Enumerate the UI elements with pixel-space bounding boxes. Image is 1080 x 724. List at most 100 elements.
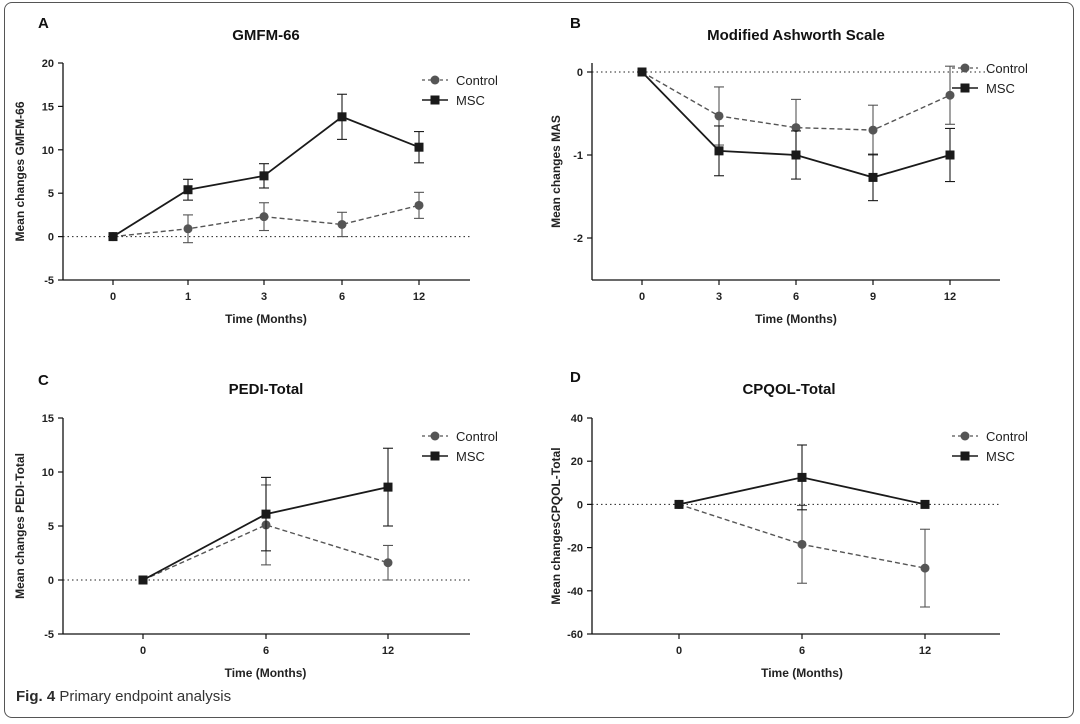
msc-data-point: [868, 172, 878, 182]
control-series-line: [112, 204, 420, 238]
panel-letter: C: [38, 372, 49, 389]
legend-label-control: Control: [986, 61, 1028, 76]
control-data-point: [714, 111, 724, 121]
y-tick-label: 0: [577, 499, 583, 511]
x-tick-label: 12: [919, 645, 931, 657]
control-data-point: [797, 539, 807, 549]
y-tick-label: -20: [567, 543, 583, 555]
msc-data-point: [259, 171, 269, 181]
legend-label-msc: MSC: [986, 449, 1015, 464]
y-tick-label: 0: [577, 67, 583, 79]
msc-data-point: [414, 142, 424, 152]
caption-text: Primary endpoint analysis: [59, 688, 232, 705]
legend-marker-msc: [960, 451, 970, 461]
x-tick-label: 0: [140, 645, 146, 657]
control-data-point: [791, 123, 801, 133]
y-tick-label: 20: [571, 456, 583, 468]
x-tick-label: 6: [263, 645, 269, 657]
figure-caption: Fig. 4 Primary endpoint analysis: [16, 688, 231, 705]
control-data-point: [868, 125, 878, 135]
msc-data-point: [337, 112, 347, 122]
y-tick-label: 0: [48, 575, 54, 587]
legend-marker-control: [430, 75, 440, 85]
control-data-point: [414, 200, 424, 210]
y-tick-label: 10: [42, 467, 54, 479]
x-tick-label: 3: [261, 291, 267, 303]
control-data-point: [183, 224, 193, 234]
chart-panel-d: D CPQOL-Total -60 -40 -20 0 20 40 0 6 12 Time (Mont…: [549, 369, 1028, 680]
msc-data-point: [383, 482, 393, 492]
x-axis-label: Time (Months): [225, 312, 307, 326]
msc-data-point: [637, 67, 647, 77]
panel-letter: A: [38, 15, 49, 32]
legend-marker-control: [960, 63, 970, 73]
x-tick-label: 3: [716, 291, 722, 303]
y-tick-label: 10: [42, 145, 54, 157]
y-axis-label: Mean changes PEDI-Total: [13, 453, 27, 599]
msc-data-point: [138, 575, 148, 585]
legend-marker-msc: [430, 451, 440, 461]
y-tick-label: 15: [42, 413, 54, 425]
y-tick-label: 5: [48, 521, 54, 533]
y-tick-label: 5: [48, 188, 54, 200]
y-axis-label: Mean changes GMFM-66: [13, 101, 27, 241]
chart-panel-b: B Modified Ashworth Scale 0 -1 -2 0 3 6 9 12 Time …: [549, 15, 1028, 326]
x-tick-label: 6: [339, 291, 345, 303]
y-tick-label: 40: [571, 413, 583, 425]
y-tick-label: 20: [42, 58, 54, 70]
panel-letter: D: [570, 369, 581, 386]
control-series-line: [142, 524, 389, 581]
y-tick-label: -40: [567, 586, 583, 598]
legend-marker-msc: [430, 95, 440, 105]
x-tick-label: 12: [413, 291, 425, 303]
msc-data-point: [261, 509, 271, 519]
figure-frame: [4, 2, 1074, 718]
legend-marker-msc: [960, 83, 970, 93]
msc-data-point: [674, 499, 684, 509]
y-tick-label: -5: [44, 629, 54, 641]
x-tick-label: 6: [799, 645, 805, 657]
x-tick-label: 6: [793, 291, 799, 303]
legend-label-msc: MSC: [456, 449, 485, 464]
control-series-line: [641, 71, 951, 131]
x-tick-label: 9: [870, 291, 876, 303]
msc-data-point: [108, 232, 118, 242]
x-tick-label: 0: [110, 291, 116, 303]
panel-letter: B: [570, 15, 581, 32]
x-axis-label: Time (Months): [225, 666, 307, 680]
legend-marker-control: [960, 431, 970, 441]
caption-label: Fig. 4: [16, 688, 56, 705]
y-tick-label: -60: [567, 629, 583, 641]
y-tick-label: 0: [48, 232, 54, 244]
x-tick-label: 12: [944, 291, 956, 303]
x-tick-label: 1: [185, 291, 191, 303]
chart-title: PEDI-Total: [229, 381, 304, 398]
msc-data-point: [791, 150, 801, 160]
chart-title: Modified Ashworth Scale: [707, 27, 885, 44]
y-tick-label: -1: [573, 150, 583, 162]
x-tick-label: 0: [639, 291, 645, 303]
msc-data-point: [714, 146, 724, 156]
x-tick-label: 0: [676, 645, 682, 657]
control-data-point: [337, 219, 347, 229]
legend-label-control: Control: [456, 73, 498, 88]
control-data-point: [945, 90, 955, 100]
x-tick-label: 12: [382, 645, 394, 657]
control-data-point: [920, 563, 930, 573]
legend-label-msc: MSC: [456, 93, 485, 108]
legend-label-control: Control: [456, 429, 498, 444]
control-data-point: [259, 212, 269, 222]
x-axis-label: Time (Months): [755, 312, 837, 326]
msc-data-point: [183, 185, 193, 195]
legend-label-control: Control: [986, 429, 1028, 444]
y-tick-label: 15: [42, 101, 54, 113]
control-data-point: [383, 558, 393, 568]
y-axis-label: Mean changesCPQOL-Total: [549, 447, 563, 604]
y-axis-label: Mean changes MAS: [549, 115, 563, 228]
chart-panel-c: C PEDI-Total -5 0 5 10 15 0 6 12 Time (Months) Mean…: [13, 372, 498, 680]
msc-data-point: [920, 499, 930, 509]
chart-panel-a: A GMFM-66 -5 0 5 10 15 20 0 1 3 6 12 Time (Months) Mea…: [13, 15, 498, 326]
x-axis-label: Time (Months): [761, 666, 843, 680]
msc-data-point: [797, 472, 807, 482]
